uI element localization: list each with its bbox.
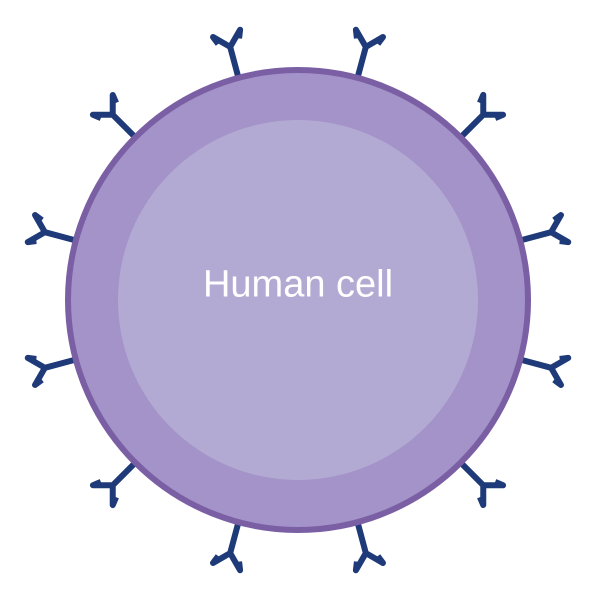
receptor-7 — [93, 95, 138, 140]
receptor-6 — [28, 215, 80, 242]
cell-diagram: Human cell — [0, 0, 596, 600]
receptor-5 — [28, 358, 80, 385]
receptor-3 — [213, 518, 240, 570]
receptor-2 — [356, 518, 383, 570]
receptor-9 — [356, 30, 383, 82]
cell-label: Human cell — [203, 263, 393, 306]
receptor-8 — [213, 30, 240, 82]
receptor-1 — [458, 460, 503, 505]
receptor-11 — [516, 215, 568, 242]
receptor-0 — [516, 358, 568, 385]
receptor-10 — [458, 95, 503, 140]
receptor-4 — [93, 460, 138, 505]
